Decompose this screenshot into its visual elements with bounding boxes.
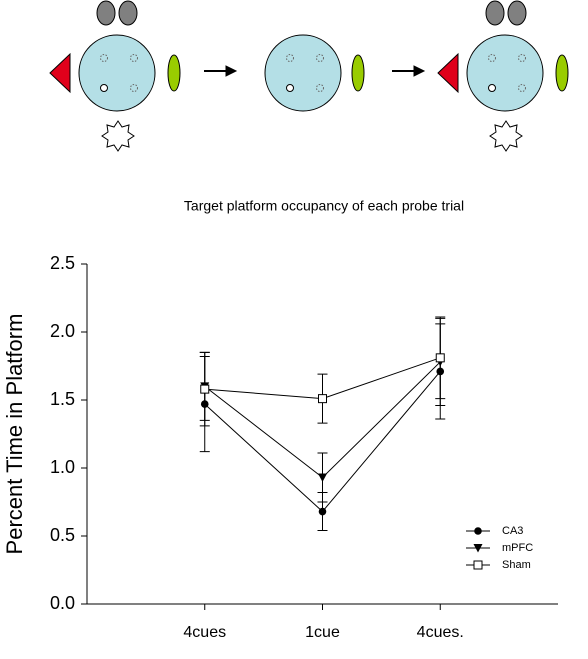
chart-title: Target platform occupancy of each probe …	[184, 198, 464, 214]
platform	[316, 54, 324, 62]
platform	[518, 84, 526, 92]
y-tick-label: 2.0	[50, 321, 75, 341]
platform	[518, 54, 526, 62]
y-tick-label: 0.5	[50, 525, 75, 545]
cue-icon	[507, 0, 527, 26]
cue-icon	[489, 120, 523, 152]
legend-label: Sham	[502, 559, 531, 571]
y-tick-label: 2.5	[50, 253, 75, 273]
pool	[466, 34, 544, 112]
platform	[100, 84, 108, 92]
platform	[130, 54, 138, 62]
legend-label: CA3	[502, 525, 523, 537]
cue-icon	[485, 0, 505, 26]
x-tick-label: 4cues	[183, 624, 226, 641]
arrow	[413, 65, 426, 77]
pool	[78, 34, 156, 112]
marker	[435, 353, 445, 363]
diagram	[49, 0, 569, 152]
platform	[100, 54, 108, 62]
cue-icon	[101, 120, 135, 152]
y-axis-label: Percent Time in Platform	[2, 314, 27, 555]
platform	[286, 54, 294, 62]
marker	[474, 527, 482, 535]
marker	[473, 560, 483, 570]
cue-icon	[437, 52, 459, 94]
pool	[264, 34, 342, 112]
platform	[286, 84, 294, 92]
marker	[200, 400, 209, 408]
x-tick-label: 1cue	[305, 624, 340, 641]
cue-icon	[118, 0, 138, 26]
x-tick-label: 4cues.	[417, 624, 464, 641]
marker	[473, 544, 483, 553]
y-tick-label: 1.5	[50, 389, 75, 409]
legend-label: mPFC	[502, 542, 533, 554]
cue-icon	[96, 0, 116, 26]
marker	[318, 394, 327, 404]
y-tick-label: 1.0	[50, 457, 75, 477]
cue-icon	[167, 54, 181, 92]
arrow	[225, 65, 238, 77]
marker	[318, 507, 327, 516]
platform	[488, 84, 496, 92]
cue-icon	[351, 54, 365, 92]
y-tick-label: 0.0	[50, 593, 75, 613]
marker	[200, 384, 210, 394]
cue-icon	[555, 54, 569, 92]
cue-icon	[49, 52, 71, 94]
platform	[130, 84, 138, 92]
marker	[318, 473, 327, 483]
platform	[488, 54, 496, 62]
marker	[436, 367, 445, 376]
platform	[316, 84, 324, 92]
